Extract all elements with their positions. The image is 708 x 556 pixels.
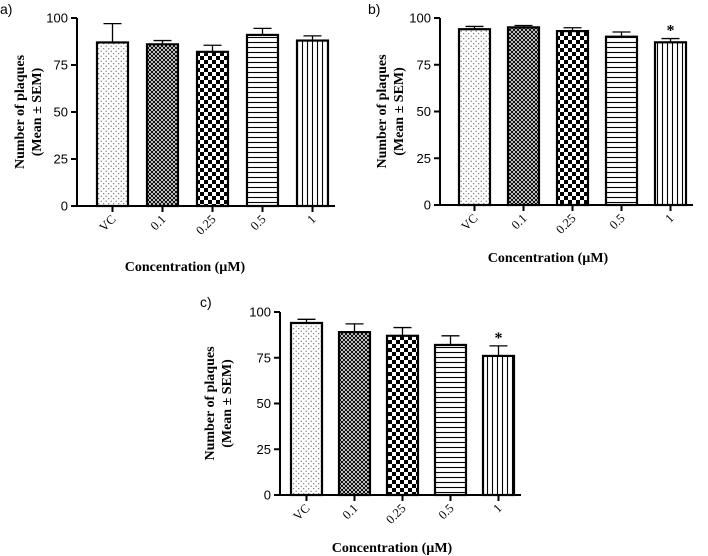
x-tick-label: 0.25 (193, 212, 218, 237)
chart-panel-3: c) 0 25 50 75 100 VC 0.1 0.25 0.5 * 1 Number of plaq… (200, 294, 521, 556)
x-tick-label: 0.5 (248, 212, 269, 233)
x-tick-label: 0.5 (607, 211, 628, 232)
bar-0.5 (604, 35, 639, 207)
bar-0.5 (433, 343, 468, 497)
significance-marker: * (495, 330, 503, 347)
y-tick-label: 100 (249, 305, 271, 320)
chart-panel-1: a) 0 25 50 75 100 VC 0.1 0.25 0.5 1 Number of plaqu… (0, 1, 335, 275)
panel-label: c) (200, 294, 212, 310)
bar-0.25 (385, 334, 420, 497)
x-tick-label: 0.1 (340, 501, 361, 522)
y-tick-label: 75 (417, 57, 431, 72)
bar-1 (481, 354, 516, 497)
bar-0.25 (195, 50, 230, 208)
x-tick-label: 0.1 (148, 212, 169, 233)
x-axis-title: Concentration (µM) (488, 251, 609, 266)
y-axis-title-line-2: (Mean ± SEM) (30, 67, 45, 156)
y-tick-label: 0 (264, 488, 271, 503)
bar-0.5 (245, 33, 280, 208)
y-tick-label: 0 (61, 199, 68, 214)
y-axis-title-line-2: (Mean ± SEM) (392, 67, 407, 156)
x-tick-label: 1 (662, 211, 676, 225)
y-tick-label: 25 (257, 442, 271, 457)
y-tick-label: 25 (54, 152, 68, 167)
y-axis-title-line-1: Number of plaques (13, 54, 28, 169)
bar-VC (95, 41, 130, 208)
y-tick-label: 75 (54, 58, 68, 73)
y-tick-label: 100 (409, 11, 431, 26)
panel-label: b) (368, 1, 380, 17)
x-axis-title: Concentration (µM) (332, 541, 453, 556)
bar-1 (295, 39, 330, 208)
x-tick-label: VC (458, 211, 480, 233)
x-tick-label: 0.25 (553, 211, 578, 236)
bar-0.1 (506, 26, 541, 207)
y-tick-label: 0 (424, 198, 431, 213)
y-tick-label: 50 (417, 104, 431, 119)
x-axis-title: Concentration (µM) (125, 260, 246, 275)
x-tick-label: VC (96, 212, 118, 234)
x-tick-label: 1 (490, 501, 504, 515)
y-tick-label: 50 (257, 396, 271, 411)
bar-0.1 (337, 331, 372, 497)
x-tick-label: 1 (304, 212, 318, 226)
bar-1 (653, 41, 688, 207)
bar-VC (457, 28, 492, 207)
bar-0.25 (555, 29, 590, 207)
y-tick-label: 25 (417, 151, 431, 166)
bar-0.1 (145, 43, 180, 208)
panel-label: a) (0, 1, 12, 17)
significance-marker: * (667, 23, 675, 40)
x-tick-label: 0.1 (509, 211, 530, 232)
x-tick-label: 0.25 (383, 501, 408, 526)
y-tick-label: 50 (54, 105, 68, 120)
y-axis-title-line-1: Number of plaques (375, 54, 390, 169)
chart-panel-2: b) 0 25 50 75 100 VC 0.1 0.25 0.5 * 1 Number of plaq… (368, 1, 693, 266)
y-axis-title-line-2: (Mean ± SEM) (220, 359, 235, 448)
x-tick-label: 0.5 (436, 501, 457, 522)
x-tick-label: VC (290, 501, 312, 523)
bar-VC (289, 321, 324, 497)
y-tick-label: 100 (46, 11, 68, 26)
y-axis-title-line-1: Number of plaques (203, 346, 218, 461)
y-tick-label: 75 (257, 350, 271, 365)
